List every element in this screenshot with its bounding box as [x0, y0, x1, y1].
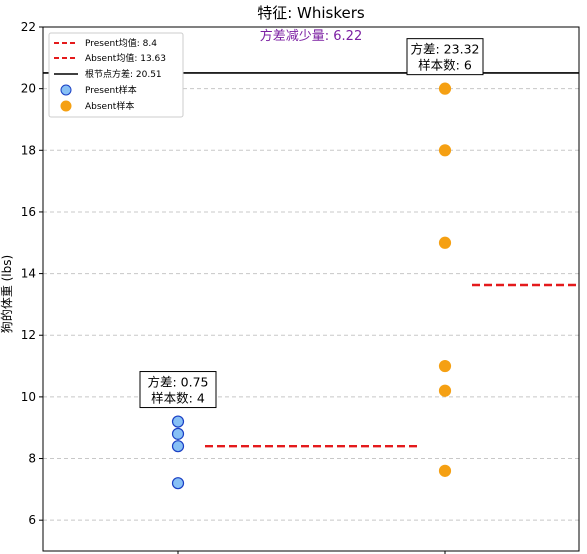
data-point: [438, 82, 452, 95]
legend-present-mean-label: Present均值: 8.4: [85, 37, 157, 49]
plot-frame: [42, 26, 580, 552]
data-point: [438, 236, 452, 249]
data-point: [438, 144, 452, 157]
data-point: [438, 464, 452, 477]
data-point: [438, 359, 452, 373]
legend-present-label: Present样本: [85, 84, 137, 96]
chart-title: 特征: Whiskers: [257, 4, 365, 22]
chart-subtitle: 方差减少量: 6.22: [260, 28, 362, 44]
variance-label: 方差: 0.75: [147, 375, 208, 390]
legend-present-marker: [60, 84, 72, 96]
y-tick-label: 18: [21, 143, 36, 157]
legend-root-variance-label: 根节点方差: 20.51: [85, 68, 162, 80]
data-point: [171, 415, 185, 428]
y-tick-label: 16: [21, 205, 36, 219]
data-point: [171, 440, 185, 453]
y-tick-label: 6: [28, 513, 36, 527]
y-axis-label: 狗的体重 (lbs): [0, 255, 14, 333]
y-tick-label: 10: [21, 390, 36, 404]
annotation-box: [406, 38, 484, 76]
y-tick-label: 14: [21, 267, 36, 281]
annotation-box: [139, 371, 217, 409]
sample-count-label: 样本数: 4: [151, 391, 205, 406]
legend-absent-marker: [60, 100, 72, 112]
y-tick-label: 22: [21, 20, 36, 34]
y-tick-label: 20: [21, 82, 36, 96]
data-points: [171, 82, 452, 490]
variance-label: 方差: 23.32: [411, 42, 480, 57]
data-point: [438, 384, 452, 397]
legend-absent-mean-label: Absent均值: 13.63: [85, 52, 166, 64]
legend: Present均值: 8.4 Absent均值: 13.63 根节点方差: 20…: [48, 32, 184, 118]
y-tick-label: 12: [21, 328, 36, 342]
y-tick-label: 8: [28, 452, 36, 466]
axes: 6 8 10 12 14 16 18 20 22: [21, 20, 446, 554]
data-point: [171, 427, 185, 440]
legend-box: [48, 32, 184, 118]
grid-lines: [43, 88, 579, 521]
data-point: [171, 477, 185, 490]
legend-absent-label: Absent样本: [85, 100, 134, 112]
sample-count-label: 样本数: 6: [418, 58, 472, 73]
